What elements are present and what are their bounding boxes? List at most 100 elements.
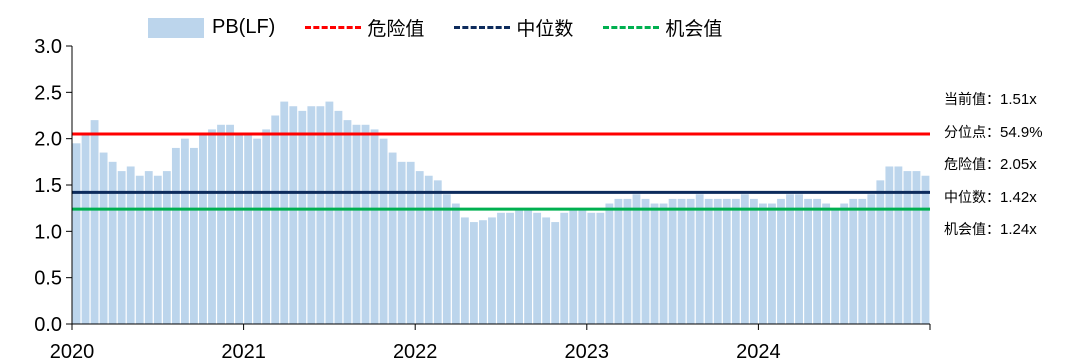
bar	[424, 175, 433, 324]
bar	[515, 208, 523, 324]
bar	[144, 171, 153, 324]
bar	[840, 203, 849, 324]
bar	[713, 198, 722, 324]
stat-current-label: 当前值：	[944, 92, 1000, 108]
bar	[867, 194, 876, 324]
bar	[388, 152, 397, 324]
bar	[81, 134, 90, 324]
bar	[623, 198, 632, 324]
bar	[343, 120, 352, 324]
bar	[460, 217, 469, 324]
bar	[551, 222, 560, 324]
y-tick-label: 2.0	[34, 129, 62, 151]
bar	[334, 110, 343, 325]
bar	[560, 212, 569, 324]
bar	[524, 208, 533, 324]
bar	[632, 194, 641, 324]
bar	[605, 203, 614, 324]
bar	[370, 129, 379, 324]
bar	[497, 212, 505, 324]
bar	[912, 171, 921, 324]
bar	[704, 198, 713, 324]
bar	[235, 134, 243, 324]
bar	[90, 120, 99, 324]
bar	[199, 134, 207, 324]
bar	[596, 212, 605, 324]
bar	[135, 175, 144, 324]
bar	[777, 198, 785, 324]
bar	[849, 198, 858, 324]
bar	[740, 194, 749, 324]
bar	[876, 180, 885, 324]
bar	[253, 138, 262, 324]
stat-opportunity-value: 1.24x	[1000, 221, 1037, 238]
bar	[298, 110, 307, 325]
bar	[506, 212, 514, 324]
bar	[731, 198, 740, 324]
bar	[569, 208, 578, 324]
bar	[307, 106, 316, 324]
bar	[885, 166, 894, 324]
bar	[72, 143, 81, 324]
bar	[217, 124, 225, 325]
legend-item-pb: PB(LF)	[148, 16, 275, 39]
bar	[695, 194, 704, 324]
bar	[479, 220, 487, 324]
stat-danger: 危险值：2.05x	[944, 149, 1043, 182]
bar	[262, 129, 271, 324]
bar	[379, 138, 388, 324]
stat-opportunity: 机会值：1.24x	[944, 214, 1043, 247]
bar	[831, 208, 840, 324]
bar	[190, 147, 198, 324]
bar	[533, 212, 542, 324]
bar	[641, 198, 650, 324]
stat-median-label: 中位数：	[944, 189, 1000, 206]
bar	[126, 166, 135, 324]
bar	[361, 124, 370, 325]
axes: 0.0 0.5 1.0 1.5 2.0 2.5 3.0 2020 2021 2022 2023 202…	[34, 36, 931, 363]
bar	[406, 161, 415, 324]
bar	[117, 171, 126, 324]
bar	[271, 115, 280, 324]
legend-label-median: 中位数	[516, 18, 574, 40]
bar	[397, 161, 406, 324]
bar	[749, 198, 758, 324]
legend-swatch-pb	[148, 17, 204, 38]
bar	[614, 198, 623, 324]
bar	[99, 152, 108, 324]
x-tick-label: 2024	[736, 341, 781, 363]
bar	[542, 217, 551, 324]
x-tick-label: 2020	[50, 341, 95, 363]
bar	[325, 101, 334, 324]
bar	[668, 198, 677, 324]
bar	[677, 198, 686, 324]
bar	[442, 194, 451, 324]
bar	[153, 175, 162, 324]
stat-danger-value: 2.05x	[1000, 156, 1037, 173]
legend-label-opportunity: 机会值	[665, 18, 723, 40]
stats-panel: 当前值：1.51x 分位点：54.9% 危险值：2.05x 中位数：1.42x …	[944, 84, 1043, 247]
bar	[316, 106, 325, 324]
y-tick-label: 1.5	[34, 175, 62, 197]
stat-percentile-label: 分位点：	[944, 124, 1000, 141]
bar-series	[72, 101, 930, 325]
stat-opportunity-label: 机会值：	[944, 222, 1000, 238]
legend-label-danger: 危险值	[367, 18, 425, 40]
stat-percentile-value: 54.9%	[1000, 123, 1043, 141]
stat-median: 中位数：1.42x	[944, 182, 1043, 215]
bar	[686, 198, 695, 324]
stat-danger-label: 危险值：	[944, 157, 1000, 173]
bar	[451, 203, 460, 324]
bar	[659, 203, 668, 324]
bar	[226, 124, 234, 325]
bar	[759, 203, 767, 324]
legend: PB(LF) 危险值 中位数 机会值	[148, 14, 752, 41]
bar	[488, 217, 496, 324]
bar	[208, 129, 216, 324]
x-tick-label: 2023	[565, 341, 610, 363]
bar	[433, 180, 442, 324]
stat-median-value: 1.42x	[1000, 188, 1037, 206]
y-tick-label: 3.0	[34, 36, 62, 58]
bar	[289, 106, 298, 324]
